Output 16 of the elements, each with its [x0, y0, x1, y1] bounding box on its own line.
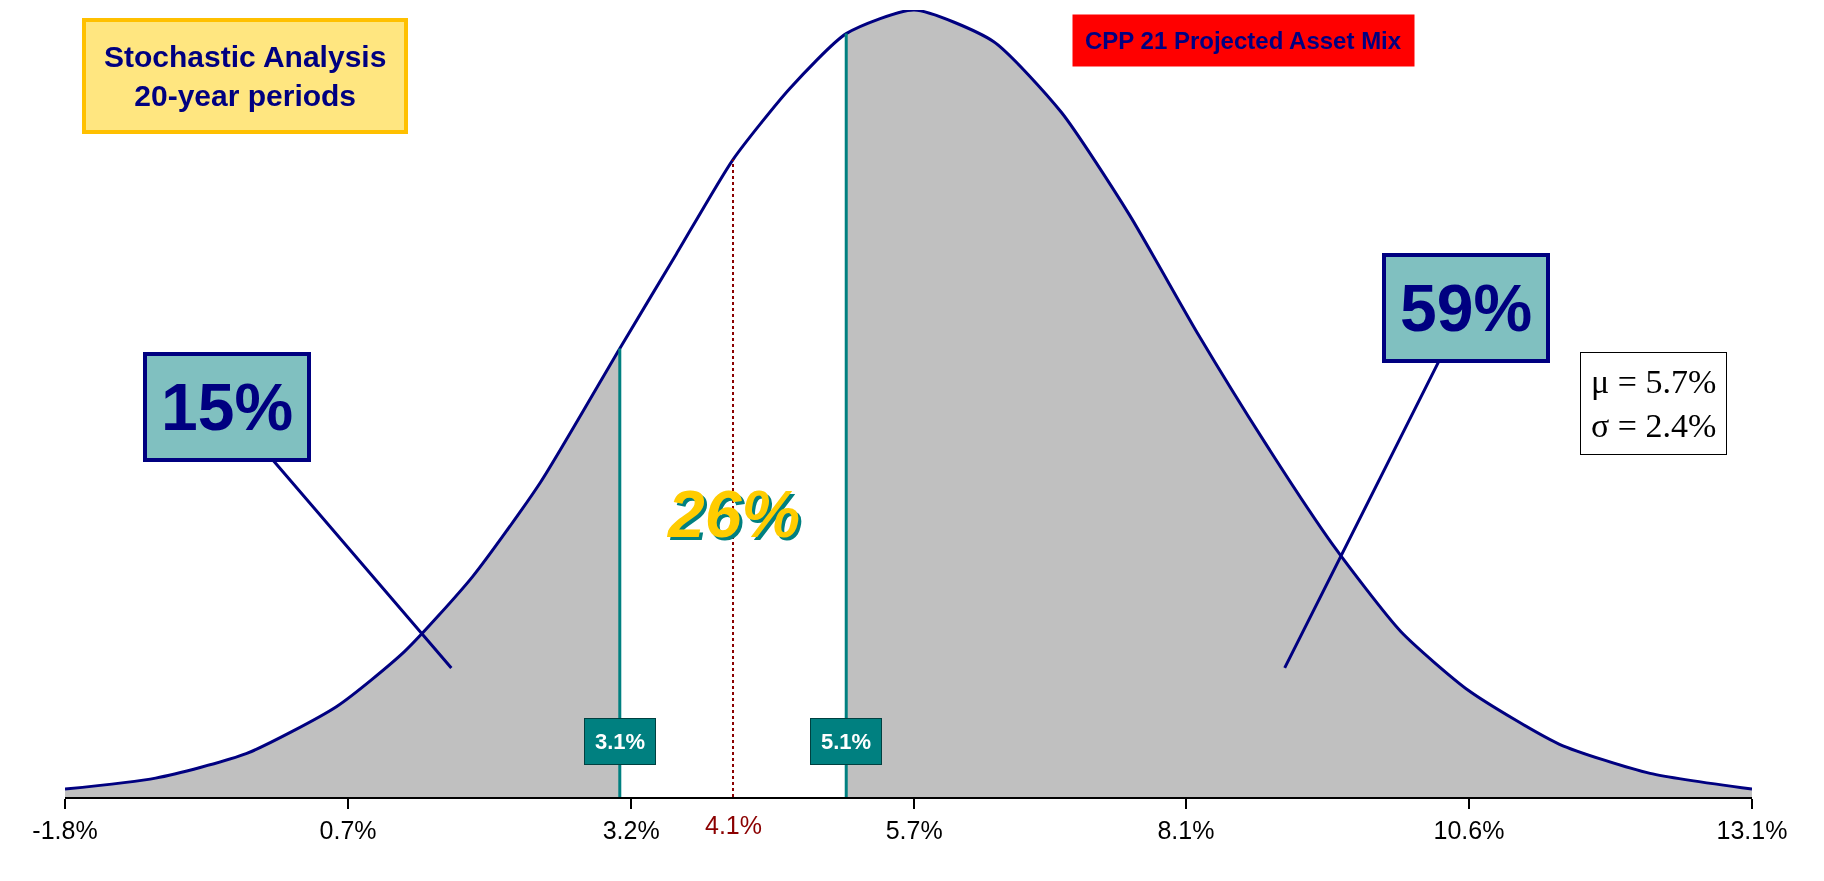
ref-line-label: 4.1%	[705, 811, 762, 839]
x-tick-label: 0.7%	[319, 816, 377, 844]
x-tick-label: 8.1%	[1157, 816, 1215, 844]
text: CPP 21 Projected Asset Mix	[1085, 27, 1402, 54]
x-tick-label: 13.1%	[1716, 816, 1788, 844]
x-tick-label: 10.6%	[1433, 816, 1505, 844]
ref-line-label: 3.1%	[595, 729, 646, 754]
annotation: 26%	[669, 480, 804, 554]
ref-line-label: 5.1%	[821, 729, 872, 754]
annotation: 59%	[1400, 271, 1533, 345]
x-tick-label: -1.8%	[32, 816, 98, 844]
annotation: μ = 5.7% σ = 2.4%	[1591, 363, 1717, 445]
x-tick-label: 3.2%	[602, 816, 660, 844]
x-tick-label: 5.7%	[885, 816, 943, 844]
annotation: Stochastic Analysis 20-year periods	[104, 40, 387, 112]
annotation: 15%	[161, 370, 294, 444]
